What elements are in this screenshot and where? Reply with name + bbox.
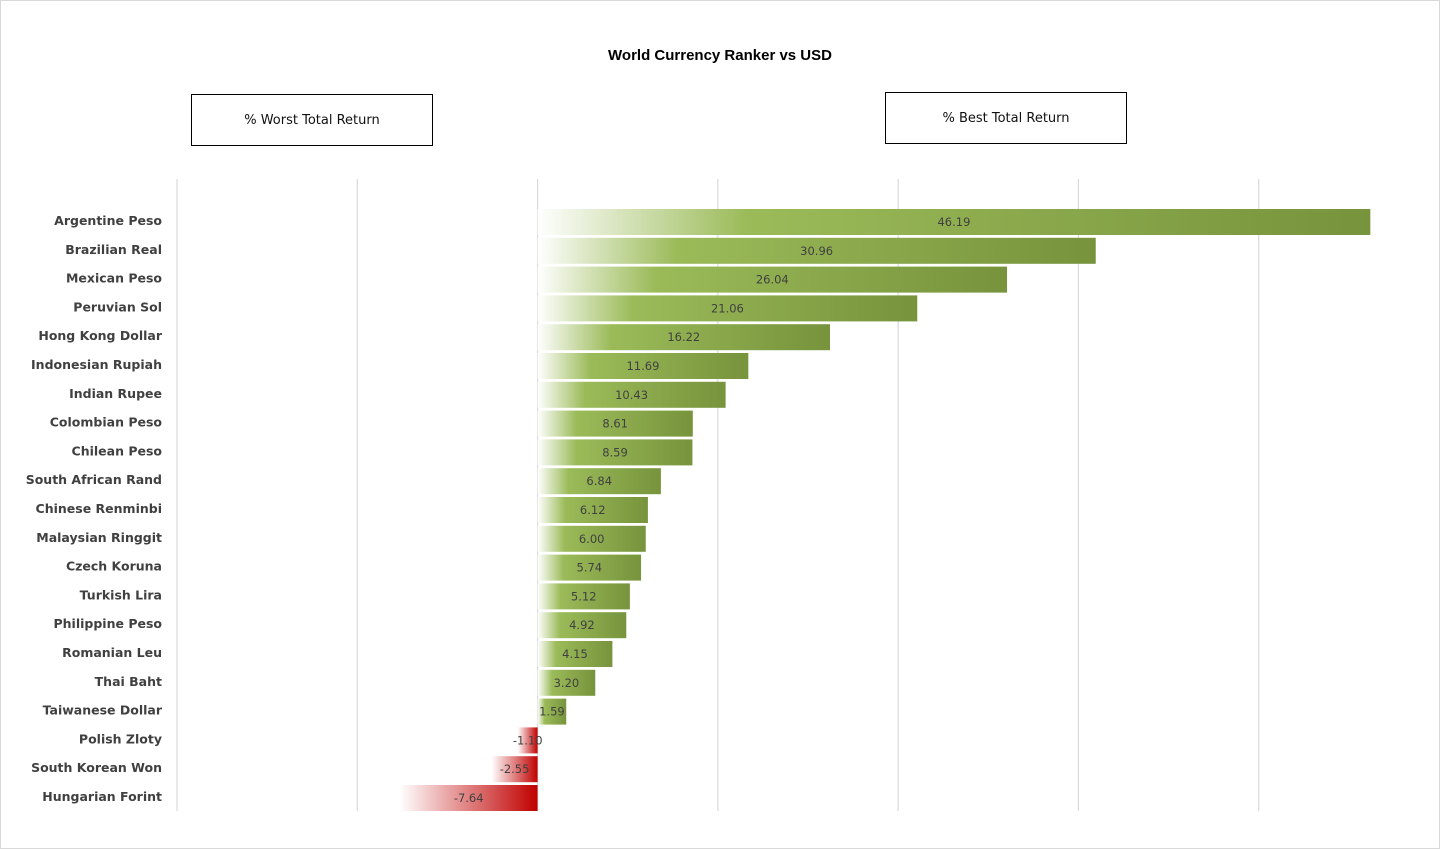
value-label: 3.20 — [554, 676, 580, 690]
value-label: 10.43 — [615, 388, 648, 402]
value-label: 26.04 — [756, 273, 789, 287]
bar — [537, 295, 918, 322]
labels: Argentine Peso 46.19 Brazilian Real 30.96 Me… — [26, 213, 971, 805]
value-label: 5.74 — [577, 561, 603, 575]
value-label: -1.10 — [513, 733, 543, 747]
category-label: Malaysian Ringgit — [36, 530, 162, 545]
value-label: 5.12 — [571, 589, 597, 603]
category-label: Argentine Peso — [54, 213, 162, 228]
category-label: Philippine Peso — [54, 616, 163, 631]
bars — [399, 209, 1371, 811]
bar — [537, 209, 1371, 235]
worst-return-label: % Worst Total Return — [244, 112, 380, 128]
bar — [537, 439, 693, 466]
chart-title: World Currency Ranker vs USD — [608, 47, 832, 64]
value-label: 1.59 — [539, 705, 565, 719]
category-label: Taiwanese Dollar — [43, 703, 163, 718]
bar — [537, 554, 642, 581]
value-label: 8.61 — [602, 417, 628, 431]
category-label: Turkish Lira — [80, 587, 162, 602]
bar — [537, 381, 726, 408]
value-label: 46.19 — [937, 215, 970, 229]
category-label: South Korean Won — [31, 760, 162, 775]
value-label: -2.55 — [500, 762, 530, 776]
bar — [537, 612, 627, 639]
best-return-label: % Best Total Return — [942, 110, 1070, 126]
value-label: 8.59 — [602, 445, 628, 459]
value-label: 6.84 — [586, 474, 612, 488]
category-label: Mexican Peso — [66, 271, 162, 286]
category-label: Polish Zloty — [79, 731, 162, 746]
bar — [537, 698, 567, 725]
value-label: 6.00 — [579, 532, 605, 546]
category-label: Hong Kong Dollar — [38, 328, 162, 343]
bar — [517, 727, 538, 754]
category-label: Czech Koruna — [66, 559, 162, 574]
bar — [537, 353, 749, 379]
category-label: South African Rand — [26, 472, 162, 487]
category-label: Hungarian Forint — [42, 789, 162, 804]
category-label: Chilean Peso — [72, 443, 163, 458]
bar — [537, 237, 1096, 264]
category-label: Peruvian Sol — [73, 299, 162, 314]
value-label: 16.22 — [667, 330, 700, 344]
value-label: 4.92 — [569, 618, 595, 632]
bar — [399, 785, 538, 811]
bar — [537, 410, 693, 437]
bar — [537, 266, 1008, 293]
value-label: 30.96 — [800, 244, 833, 258]
bar — [537, 497, 648, 523]
category-label: Brazilian Real — [65, 242, 162, 257]
category-label: Romanian Leu — [62, 645, 162, 660]
category-label: Indonesian Rupiah — [31, 357, 162, 372]
best-return-box: % Best Total Return — [885, 92, 1127, 144]
value-label: 21.06 — [711, 301, 744, 315]
value-label: 6.12 — [580, 503, 606, 517]
bar — [537, 669, 596, 696]
bar — [537, 583, 630, 610]
worst-return-box: % Worst Total Return — [191, 94, 433, 146]
category-label: Indian Rupee — [69, 386, 162, 401]
bar — [537, 468, 661, 495]
category-label: Thai Baht — [95, 674, 162, 689]
bar — [537, 324, 830, 351]
value-label: 4.15 — [562, 647, 588, 661]
value-label: -7.64 — [454, 791, 484, 805]
category-label: Chinese Renminbi — [36, 501, 162, 516]
bar — [537, 641, 613, 667]
bar — [537, 525, 646, 552]
category-label: Colombian Peso — [50, 415, 163, 430]
value-label: 11.69 — [626, 359, 659, 373]
bar — [491, 756, 538, 783]
